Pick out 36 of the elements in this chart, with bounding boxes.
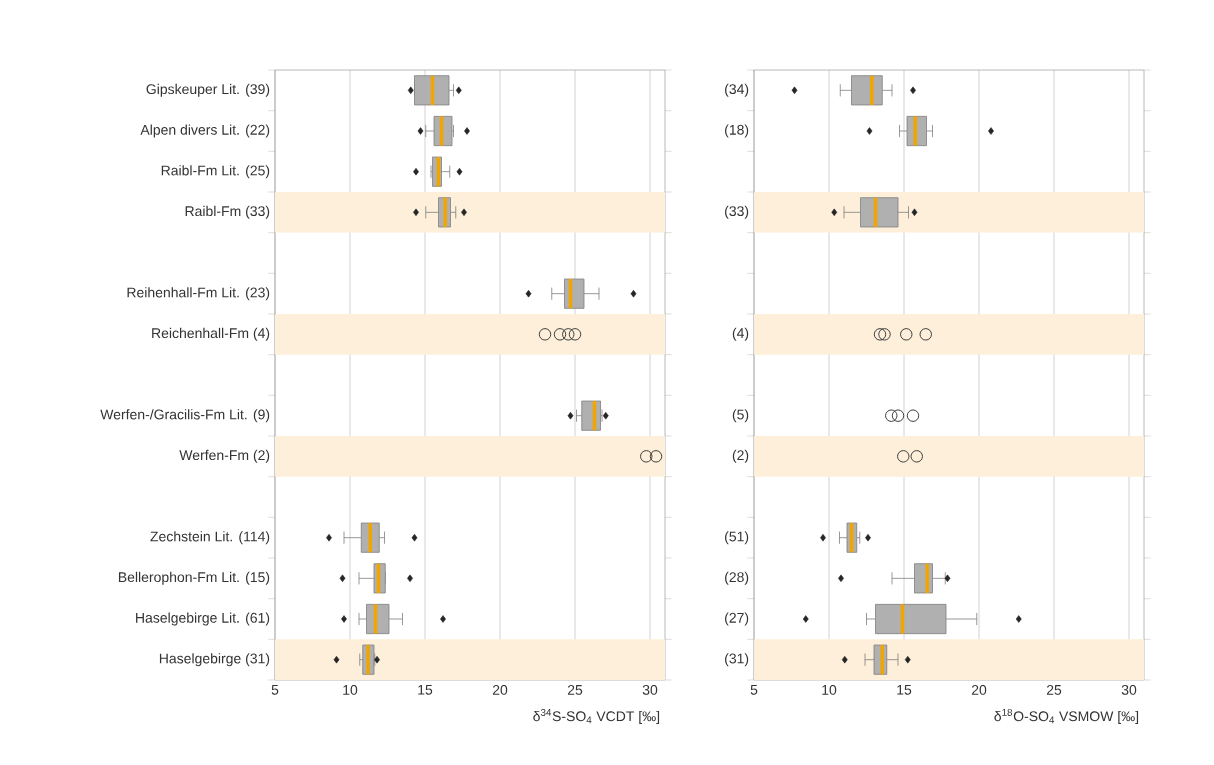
y-tick-label: Werfen-Fm (2) bbox=[179, 449, 270, 463]
y-tick-label: (31) bbox=[725, 653, 749, 667]
y-tick-label: Raibl-Fm (33) bbox=[185, 205, 270, 219]
x-tick-label: 15 bbox=[897, 684, 912, 695]
y-tick-label: Haselgebirge Lit. (61) bbox=[136, 612, 270, 626]
x-tick-label: 25 bbox=[567, 684, 583, 695]
y-tick-label: (5) bbox=[732, 409, 749, 423]
x-tick-label: 15 bbox=[418, 684, 433, 695]
x-tick-label: 20 bbox=[492, 684, 508, 695]
y-tick-label: Reichenhall-Fm (4) bbox=[152, 327, 270, 341]
y-tick-label: (18) bbox=[725, 124, 749, 138]
x-tick-label: 30 bbox=[642, 684, 658, 695]
x-tick-label: 30 bbox=[1121, 684, 1137, 695]
y-tick-label: (33) bbox=[725, 205, 749, 219]
y-tick-label: Haselgebirge (31) bbox=[159, 653, 270, 667]
y-tick-label: Raibl-Fm Lit. (25) bbox=[161, 165, 270, 179]
y-tick-label: (51) bbox=[725, 531, 749, 545]
x-tick-label: 25 bbox=[1046, 684, 1062, 695]
y-tick-label: (34) bbox=[725, 83, 749, 97]
x-tick-label: 5 bbox=[750, 684, 758, 695]
y-tick-label: (27) bbox=[725, 612, 749, 626]
x-axis-title: δ$^{18}$O-SO$_{4}$ VSMOW [‰] bbox=[994, 708, 1139, 724]
x-tick-label: 20 bbox=[971, 684, 987, 695]
y-tick-label: Alpen divers Lit. (22) bbox=[140, 124, 270, 138]
y-tick-label: Bellerophon-Fm Lit. (15) bbox=[118, 571, 270, 585]
x-axis-title: δ$^{34}$S-SO$_{4}$ VCDT [‰] bbox=[533, 708, 660, 724]
y-tick-label: Zechstein Lit. (114) bbox=[150, 531, 270, 545]
y-tick-label: (4) bbox=[732, 327, 749, 341]
y-tick-label: Werfen-/Gracilis-Fm Lit. (9) bbox=[100, 409, 270, 423]
x-tick-label: 10 bbox=[343, 684, 358, 695]
x-tick-label: 10 bbox=[822, 684, 837, 695]
y-tick-label: (28) bbox=[725, 571, 749, 585]
y-tick-label: Reihenhall-Fm Lit. (23) bbox=[127, 287, 270, 301]
y-tick-label: Gipskeuper Lit. (39) bbox=[146, 83, 270, 97]
y-tick-label: (2) bbox=[732, 449, 749, 463]
x-tick-label: 5 bbox=[271, 684, 279, 695]
